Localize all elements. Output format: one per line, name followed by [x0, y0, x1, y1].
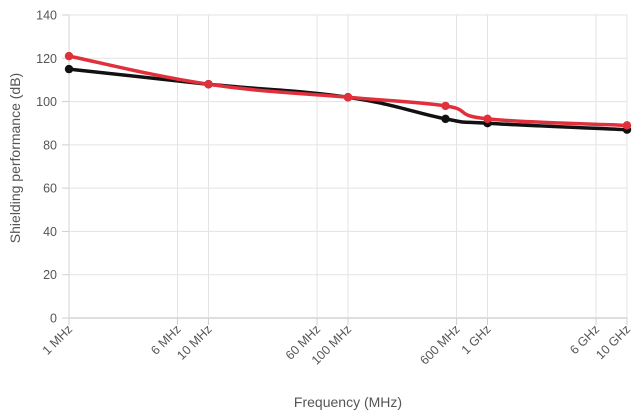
x-tick-label: 600 MHz	[417, 322, 462, 367]
axes	[62, 14, 628, 325]
grid	[68, 14, 628, 319]
y-tick-label: 100	[36, 95, 57, 109]
series-line-2	[67, 54, 629, 128]
y-tick-label: 40	[43, 225, 57, 239]
data-point-series-2	[343, 93, 353, 102]
y-tick-label: 60	[43, 182, 57, 196]
data-point-series-2	[204, 80, 213, 89]
x-tick-label: 10 MHz	[174, 322, 214, 362]
data-point-series-2	[64, 51, 74, 61]
data-point-series-2	[441, 101, 450, 111]
y-tick-label: 80	[43, 138, 57, 152]
data-point-series-2	[622, 121, 632, 130]
y-tick-label: 20	[43, 268, 57, 282]
x-axis-title: Frequency (MHz)	[294, 394, 402, 410]
data-point-series-1	[64, 64, 74, 74]
series-layer	[64, 51, 632, 134]
x-tick-label: 10 GHz	[593, 322, 633, 362]
data-point-series-1	[441, 114, 450, 124]
x-tick-label: 1 MHz	[40, 322, 75, 357]
y-tick-label: 0	[50, 312, 57, 326]
y-axis-title: Shielding performance (dB)	[7, 73, 23, 243]
y-tick-label: 120	[36, 52, 57, 66]
data-point-series-2	[483, 114, 492, 124]
y-tick-label: 140	[36, 9, 57, 23]
x-tick-label: 1 GHz	[459, 322, 494, 357]
